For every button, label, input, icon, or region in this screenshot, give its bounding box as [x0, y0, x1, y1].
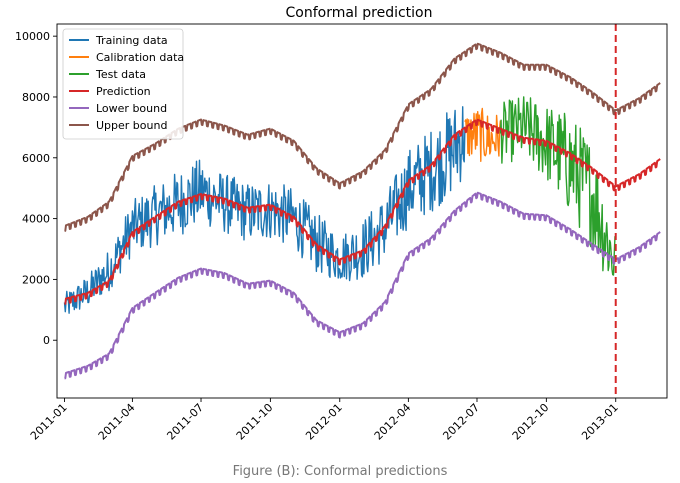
series-line-calibration-data [464, 107, 502, 162]
x-tick-label: 2011-04 [96, 401, 138, 443]
y-axis: 0 2000 4000 6000 8000 10000 [15, 30, 57, 347]
chart-title: Conformal prediction [285, 5, 432, 21]
figure-caption: Figure (B): Conformal predictions [232, 464, 448, 479]
x-tick-label: 2011-07 [164, 401, 206, 443]
y-tick-label: 0 [43, 334, 50, 347]
x-tick-label: 2013-01 [579, 401, 621, 443]
legend-box [62, 28, 184, 140]
y-tick-label: 4000 [22, 213, 50, 226]
x-tick-label: 2011-01 [28, 401, 70, 443]
legend-label: Test data [95, 68, 146, 81]
x-tick-label: 2012-04 [372, 401, 414, 443]
y-tick-label: 8000 [22, 91, 50, 104]
y-tick-label: 2000 [22, 273, 50, 286]
plot-area-frame [56, 23, 668, 399]
series-line-test-data [499, 96, 616, 276]
y-tick-label: 6000 [22, 152, 50, 165]
x-tick-label: 2011-10 [234, 401, 276, 443]
x-tick-label: 2012-07 [440, 401, 482, 443]
legend-label: Lower bound [96, 102, 167, 115]
series-line-training-data [63, 106, 466, 314]
conformal-prediction-chart: Conformal prediction 0 2000 4000 6000 8000 10… [15, 5, 668, 443]
legend: Training data Calibration data Test data Pr… [62, 28, 184, 140]
series-line-prediction [64, 118, 661, 305]
legend-label: Upper bound [96, 119, 167, 132]
series-line-lower-bound [64, 191, 661, 380]
legend-label: Prediction [96, 85, 151, 98]
legend-label: Calibration data [96, 51, 184, 64]
x-tick-label: 2012-10 [510, 401, 552, 443]
x-tick-label: 2012-01 [303, 401, 345, 443]
legend-label: Training data [95, 34, 168, 47]
x-axis: 2011-01 2011-04 2011-07 2011-10 2012-01 2012-… [28, 398, 621, 443]
y-tick-label: 10000 [15, 30, 50, 43]
